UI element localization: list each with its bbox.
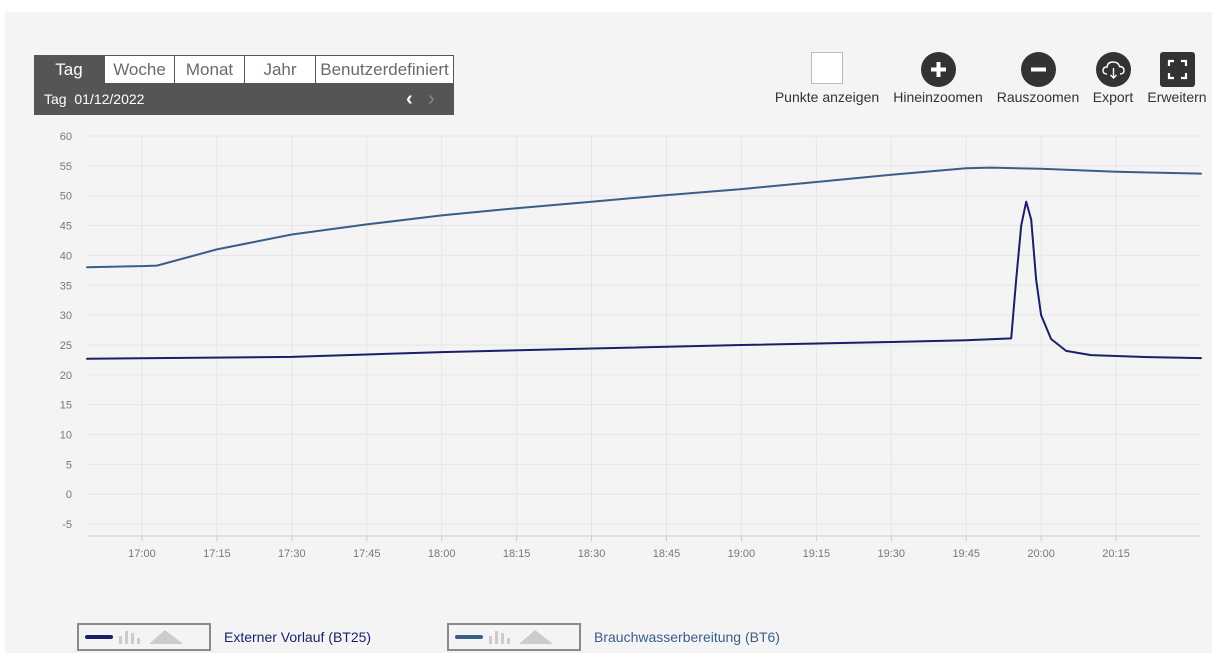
y-tick-label: 35 <box>60 280 72 292</box>
show-points-toggle[interactable]: Punkte anzeigen <box>775 52 879 105</box>
series-line-bt6 <box>86 166 1202 269</box>
y-tick-label: 15 <box>60 400 72 412</box>
x-tick-label: 20:15 <box>1102 548 1130 560</box>
y-tick-label: 10 <box>60 430 72 442</box>
tab-custom[interactable]: Benutzerdefiniert <box>316 55 454 84</box>
series-line-bt25 <box>86 200 1202 360</box>
legend-swatch-icon <box>455 630 553 644</box>
tab-week[interactable]: Woche <box>105 55 175 84</box>
y-tick-label: 55 <box>60 161 72 173</box>
x-tick-label: 19:15 <box>803 548 831 560</box>
x-tick-label: 18:15 <box>503 548 531 560</box>
zoom-out-button[interactable]: Rauszoomen <box>997 52 1079 105</box>
period-selector: Tag Woche Monat Jahr Benutzerdefiniert T… <box>34 55 454 115</box>
plot-area <box>87 136 1201 536</box>
x-tick-label: 20:00 <box>1027 548 1055 560</box>
period-tabs: Tag Woche Monat Jahr Benutzerdefiniert <box>34 55 454 84</box>
y-tick-label: 20 <box>60 370 72 382</box>
x-tick-label: 17:30 <box>278 548 306 560</box>
y-tick-label: 60 <box>60 131 72 143</box>
y-tick-label: 25 <box>60 340 72 352</box>
show-points-label: Punkte anzeigen <box>774 89 880 105</box>
y-tick-label: -5 <box>62 519 72 531</box>
tab-year[interactable]: Jahr <box>245 55 316 84</box>
chevron-left-icon[interactable]: ‹ <box>406 88 413 110</box>
x-tick-label: 17:15 <box>203 548 231 560</box>
legend-label-bt6[interactable]: Brauchwasserbereitung (BT6) <box>594 629 780 645</box>
plus-icon <box>920 52 956 87</box>
date-value: 01/12/2022 <box>74 91 145 107</box>
legend-swatch-icon <box>85 630 183 644</box>
minus-icon <box>1020 52 1056 87</box>
y-tick-label: 5 <box>66 459 72 471</box>
x-tick-label: 18:45 <box>653 548 681 560</box>
export-label: Export <box>1092 89 1134 105</box>
tab-month[interactable]: Monat <box>175 55 245 84</box>
x-tick-label: 18:00 <box>428 548 456 560</box>
zoom-in-label: Hineinzoomen <box>893 89 983 105</box>
grid <box>87 135 1201 536</box>
chevron-right-icon[interactable]: › <box>428 88 435 110</box>
x-tick-label: 19:30 <box>878 548 906 560</box>
legend-toggle-bt25[interactable] <box>77 623 211 651</box>
y-tick-label: 30 <box>60 310 72 322</box>
x-tick-label: 17:45 <box>353 548 381 560</box>
y-tick-label: 40 <box>60 250 72 262</box>
zoom-in-button[interactable]: Hineinzoomen <box>893 52 983 105</box>
export-button[interactable]: Export <box>1093 52 1133 105</box>
expand-button[interactable]: Erweitern <box>1147 52 1207 105</box>
y-tick-label: 0 <box>66 489 72 501</box>
legend-label-bt25[interactable]: Externer Vorlauf (BT25) <box>224 629 372 645</box>
series-lines <box>86 166 1202 360</box>
x-tick-label: 18:30 <box>578 548 606 560</box>
y-tick-label: 50 <box>60 191 72 203</box>
zoom-out-label: Rauszoomen <box>996 89 1080 105</box>
x-tick-label: 19:45 <box>952 548 980 560</box>
expand-icon <box>1159 52 1195 87</box>
tab-day[interactable]: Tag <box>34 55 105 84</box>
x-tick-label: 17:00 <box>128 548 156 560</box>
date-row: Tag 01/12/2022 ‹ › <box>34 84 454 115</box>
x-axis: 17:00 17:15 17:30 17:45 18:00 18:15 18:30 18:45… <box>87 535 1201 560</box>
y-tick-label: 45 <box>60 221 72 233</box>
x-tick-label: 19:00 <box>728 548 756 560</box>
show-points-checkbox[interactable] <box>811 52 843 84</box>
expand-label: Erweitern <box>1147 89 1207 105</box>
date-prefix: Tag <box>44 91 67 107</box>
cloud-download-icon <box>1095 52 1131 87</box>
legend-toggle-bt6[interactable] <box>447 623 581 651</box>
